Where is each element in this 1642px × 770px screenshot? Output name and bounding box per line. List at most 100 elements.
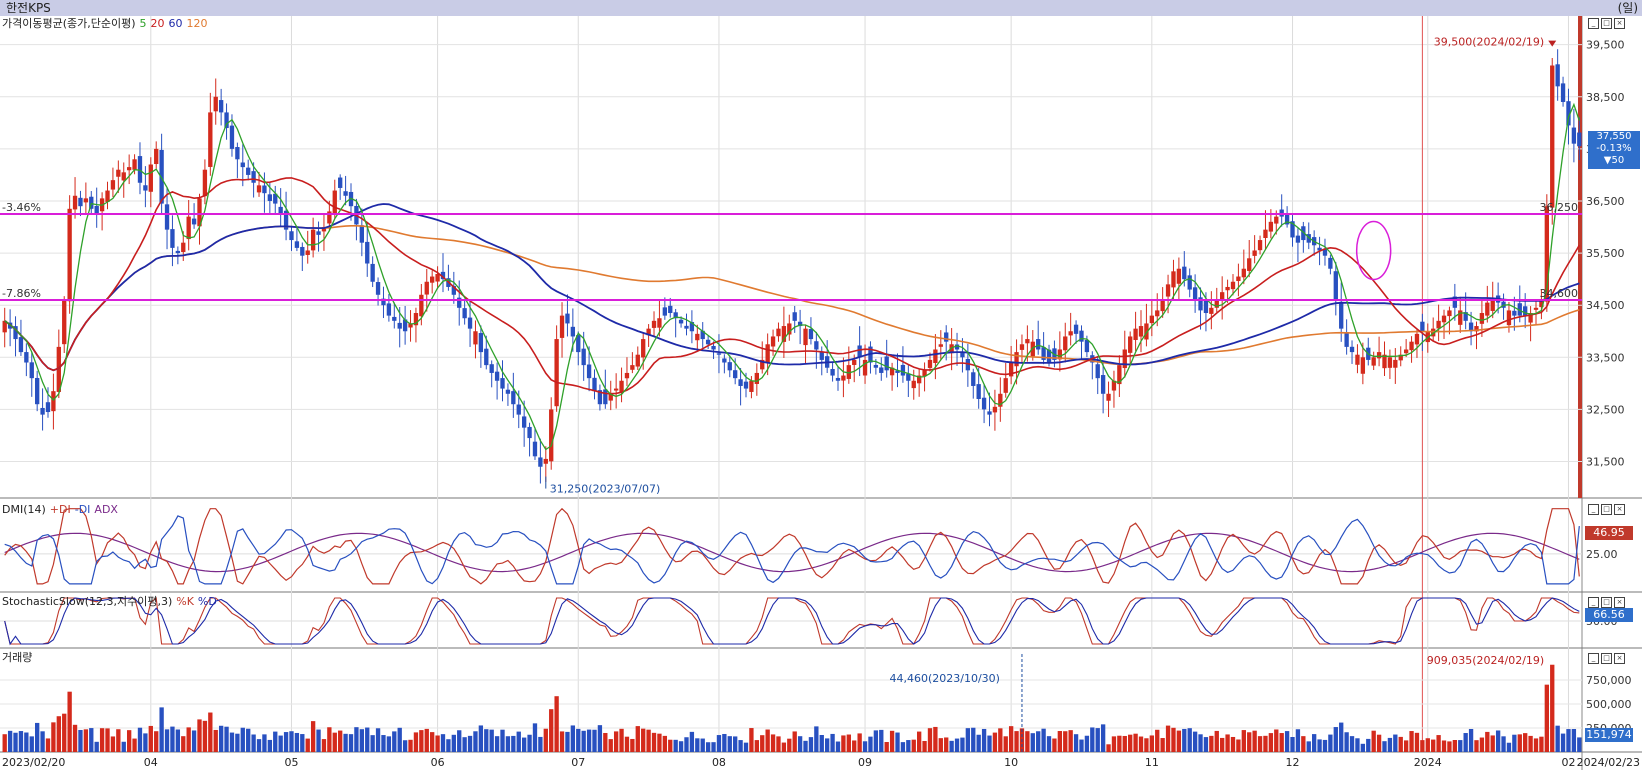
candle-body — [835, 377, 841, 381]
maximize-icon[interactable]: □ — [1601, 653, 1612, 664]
volume-bar — [500, 729, 505, 752]
volume-bar — [922, 740, 927, 752]
candle-body — [819, 352, 824, 360]
title-bar: 한전KPS (일) — [0, 0, 1642, 16]
candle-body — [1073, 324, 1079, 334]
x-tick-label: 12 — [1286, 756, 1300, 769]
candle-body — [927, 359, 933, 368]
volume-bar — [608, 739, 613, 752]
candle-body — [321, 227, 327, 232]
minimize-icon[interactable]: _ — [1588, 18, 1599, 29]
candle-body — [1387, 357, 1393, 368]
candle-body — [1441, 315, 1447, 323]
volume-bar — [2, 734, 7, 752]
volume-bar — [938, 738, 943, 752]
candle-body — [814, 341, 819, 350]
volume-bar — [316, 729, 321, 752]
minimize-icon[interactable]: _ — [1588, 653, 1599, 664]
stochastic-panel-controls[interactable]: _ □ × — [1588, 597, 1625, 608]
price-panel-controls[interactable]: _ □ × — [1588, 18, 1625, 29]
volume-bar — [1122, 735, 1127, 752]
close-icon[interactable]: × — [1614, 18, 1625, 29]
ma60-label: 60 — [168, 17, 183, 30]
x-tick-label: 10 — [1004, 756, 1018, 769]
candle-body — [29, 362, 34, 379]
candle-body — [78, 197, 83, 207]
candle-body — [1409, 341, 1414, 351]
candle-body — [2, 320, 7, 333]
minimize-icon[interactable]: _ — [1588, 504, 1599, 515]
volume-bar — [78, 729, 83, 752]
volume-bar — [949, 740, 954, 752]
stochastic-legend: StochasticSlow(12,3,지수이평,3) %K %D — [2, 595, 221, 608]
close-icon[interactable]: × — [1614, 653, 1625, 664]
close-icon[interactable]: × — [1614, 597, 1625, 608]
volume-bar — [294, 732, 300, 752]
reference-line-pct: -7.86% — [2, 287, 41, 300]
candle-body — [938, 344, 943, 347]
volume-bar — [559, 731, 565, 752]
volume-bar — [462, 737, 467, 752]
candle-body — [1122, 349, 1127, 369]
current-price: 37,550 — [1596, 131, 1632, 142]
volume-bar — [1079, 739, 1084, 752]
volume-bar — [24, 732, 29, 752]
candle-body — [830, 369, 835, 376]
candle-body — [1533, 307, 1539, 310]
volume-bar — [1431, 739, 1436, 752]
candle-body — [716, 353, 722, 355]
volume-bar — [797, 736, 803, 752]
volume-bar — [392, 731, 397, 752]
volume-bar — [711, 742, 716, 752]
volume-bar — [1528, 735, 1533, 752]
candle-body — [1149, 315, 1154, 324]
candle-body — [397, 322, 402, 329]
candle-body — [662, 307, 668, 316]
volume-bar — [327, 727, 332, 752]
candle-body — [154, 148, 159, 165]
volume-bar — [1214, 730, 1219, 752]
candle-body — [1290, 221, 1295, 238]
candle-body — [1306, 234, 1311, 243]
volume-bar — [1290, 737, 1295, 752]
candle-body — [527, 426, 532, 439]
candle-body — [1236, 276, 1241, 282]
volume-bar — [430, 732, 435, 752]
candle-body — [289, 231, 294, 241]
price-legend-name: 가격이동평균(종가,단순이평) — [2, 17, 136, 30]
candle-body — [164, 204, 170, 230]
maximize-icon[interactable]: □ — [1601, 504, 1612, 515]
maximize-icon[interactable]: □ — [1601, 18, 1612, 29]
volume-bar — [494, 736, 500, 752]
candle-body — [776, 328, 781, 337]
volume-bar — [240, 727, 245, 752]
dmi-panel-controls[interactable]: _ □ × — [1588, 504, 1625, 515]
volume-bar — [511, 735, 516, 752]
candle-body — [62, 299, 67, 345]
volume-bar — [99, 728, 105, 752]
candle-body — [603, 389, 608, 405]
volume-bar — [1003, 736, 1008, 752]
candle-body — [1479, 313, 1485, 324]
candle-body — [1517, 303, 1522, 316]
candle-body — [251, 171, 256, 183]
candle-body — [413, 313, 419, 326]
minimize-icon[interactable]: _ — [1588, 597, 1599, 608]
candle-body — [316, 231, 321, 235]
candle-body — [538, 457, 543, 467]
volume-bar — [592, 729, 597, 752]
volume-bar — [1236, 739, 1241, 752]
candle-body — [424, 281, 429, 295]
volume-bar — [586, 729, 592, 752]
candle-body — [1171, 271, 1176, 288]
candle-body — [1095, 364, 1100, 379]
candle-body — [1014, 352, 1019, 367]
volume-bar — [467, 735, 473, 752]
close-icon[interactable]: × — [1614, 504, 1625, 515]
volume-bar — [62, 713, 67, 752]
volume-panel-controls[interactable]: _ □ × — [1588, 653, 1625, 664]
maximize-icon[interactable]: □ — [1601, 597, 1612, 608]
volume-bar — [246, 728, 251, 752]
candle-body — [787, 323, 792, 335]
